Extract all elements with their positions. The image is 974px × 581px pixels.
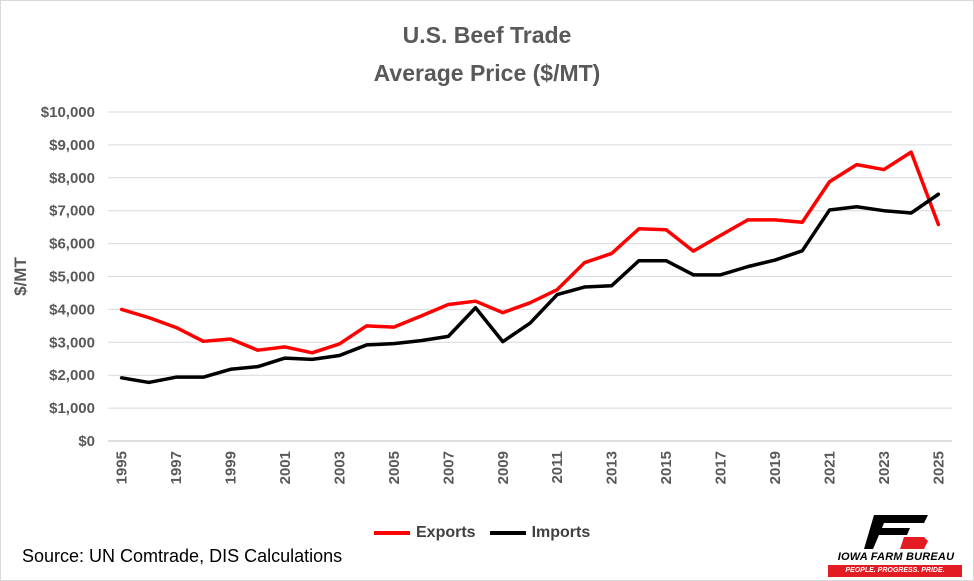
y-tick-label: $9,000	[49, 137, 95, 154]
y-tick-label: $0	[78, 433, 95, 450]
chart-title: U.S. Beef Trade	[402, 22, 572, 48]
y-tick-label: $8,000	[49, 170, 95, 187]
y-tick-label: $10,000	[41, 104, 95, 121]
y-tick-label: $1,000	[49, 400, 95, 417]
x-tick-label: 2001	[277, 451, 294, 484]
x-tick-label: 2017	[713, 451, 730, 484]
x-tick-label: 2019	[767, 451, 784, 484]
legend-item-exports: Exports	[374, 524, 476, 542]
line-chart: $0 $1,000 $2,000 $3,000 $4,000 $5,000 $6,000 $7…	[11, 104, 952, 484]
y-tick-label: $5,000	[49, 269, 95, 286]
legend-swatch-imports	[489, 531, 526, 535]
source-note: Source: UN Comtrade, DIS Calculations	[22, 546, 343, 566]
y-tick-labels: $0 $1,000 $2,000 $3,000 $4,000 $5,000 $6,000 $7…	[41, 104, 95, 450]
x-tick-label: 2025	[930, 451, 947, 484]
farm-bureau-logo-icon	[864, 515, 928, 549]
iowa-farm-bureau-logo: IOWA FARM BUREAU PEOPLE. PROGRESS. PRIDE…	[826, 515, 966, 577]
x-tick-label: 2007	[440, 451, 457, 484]
x-tick-label: 2005	[386, 451, 403, 484]
x-tick-label: 2009	[495, 451, 512, 484]
y-tick-label: $6,000	[49, 236, 95, 253]
x-tick-label: 2023	[876, 451, 893, 484]
x-tick-label: 2003	[331, 451, 348, 484]
x-tick-label: 2011	[549, 451, 566, 484]
legend-label-imports: Imports	[531, 524, 591, 541]
legend-swatch-exports	[374, 531, 410, 535]
y-tick-label: $4,000	[49, 301, 95, 318]
legend: Exports Imports	[374, 524, 590, 542]
x-tick-label: 1997	[168, 451, 185, 484]
legend-item-imports: Imports	[489, 524, 591, 542]
y-axis-label: $/MT	[11, 257, 30, 296]
chart-subtitle: Average Price ($/MT)	[373, 60, 601, 86]
x-tick-labels: 1995 1997 1999 2001 2003 2005 2007 2009 2011 2013…	[114, 451, 948, 484]
legend-label-exports: Exports	[416, 524, 476, 541]
series-lines	[119, 150, 941, 385]
x-tick-label: 2021	[821, 451, 838, 484]
x-tick-label: 2015	[658, 451, 675, 484]
series-line-imports	[119, 192, 941, 385]
x-tick-label: 1995	[114, 451, 131, 484]
logo-tagline: PEOPLE. PROGRESS. PRIDE.	[828, 565, 962, 577]
series-line-exports	[119, 150, 941, 355]
y-tick-label: $2,000	[49, 367, 95, 384]
gridlines	[108, 111, 952, 442]
x-tick-label: 1999	[223, 451, 240, 484]
y-tick-label: $3,000	[49, 334, 95, 351]
y-tick-label: $7,000	[49, 203, 95, 220]
x-tick-label: 2013	[604, 451, 621, 484]
logo-name: IOWA FARM BUREAU	[837, 551, 955, 563]
